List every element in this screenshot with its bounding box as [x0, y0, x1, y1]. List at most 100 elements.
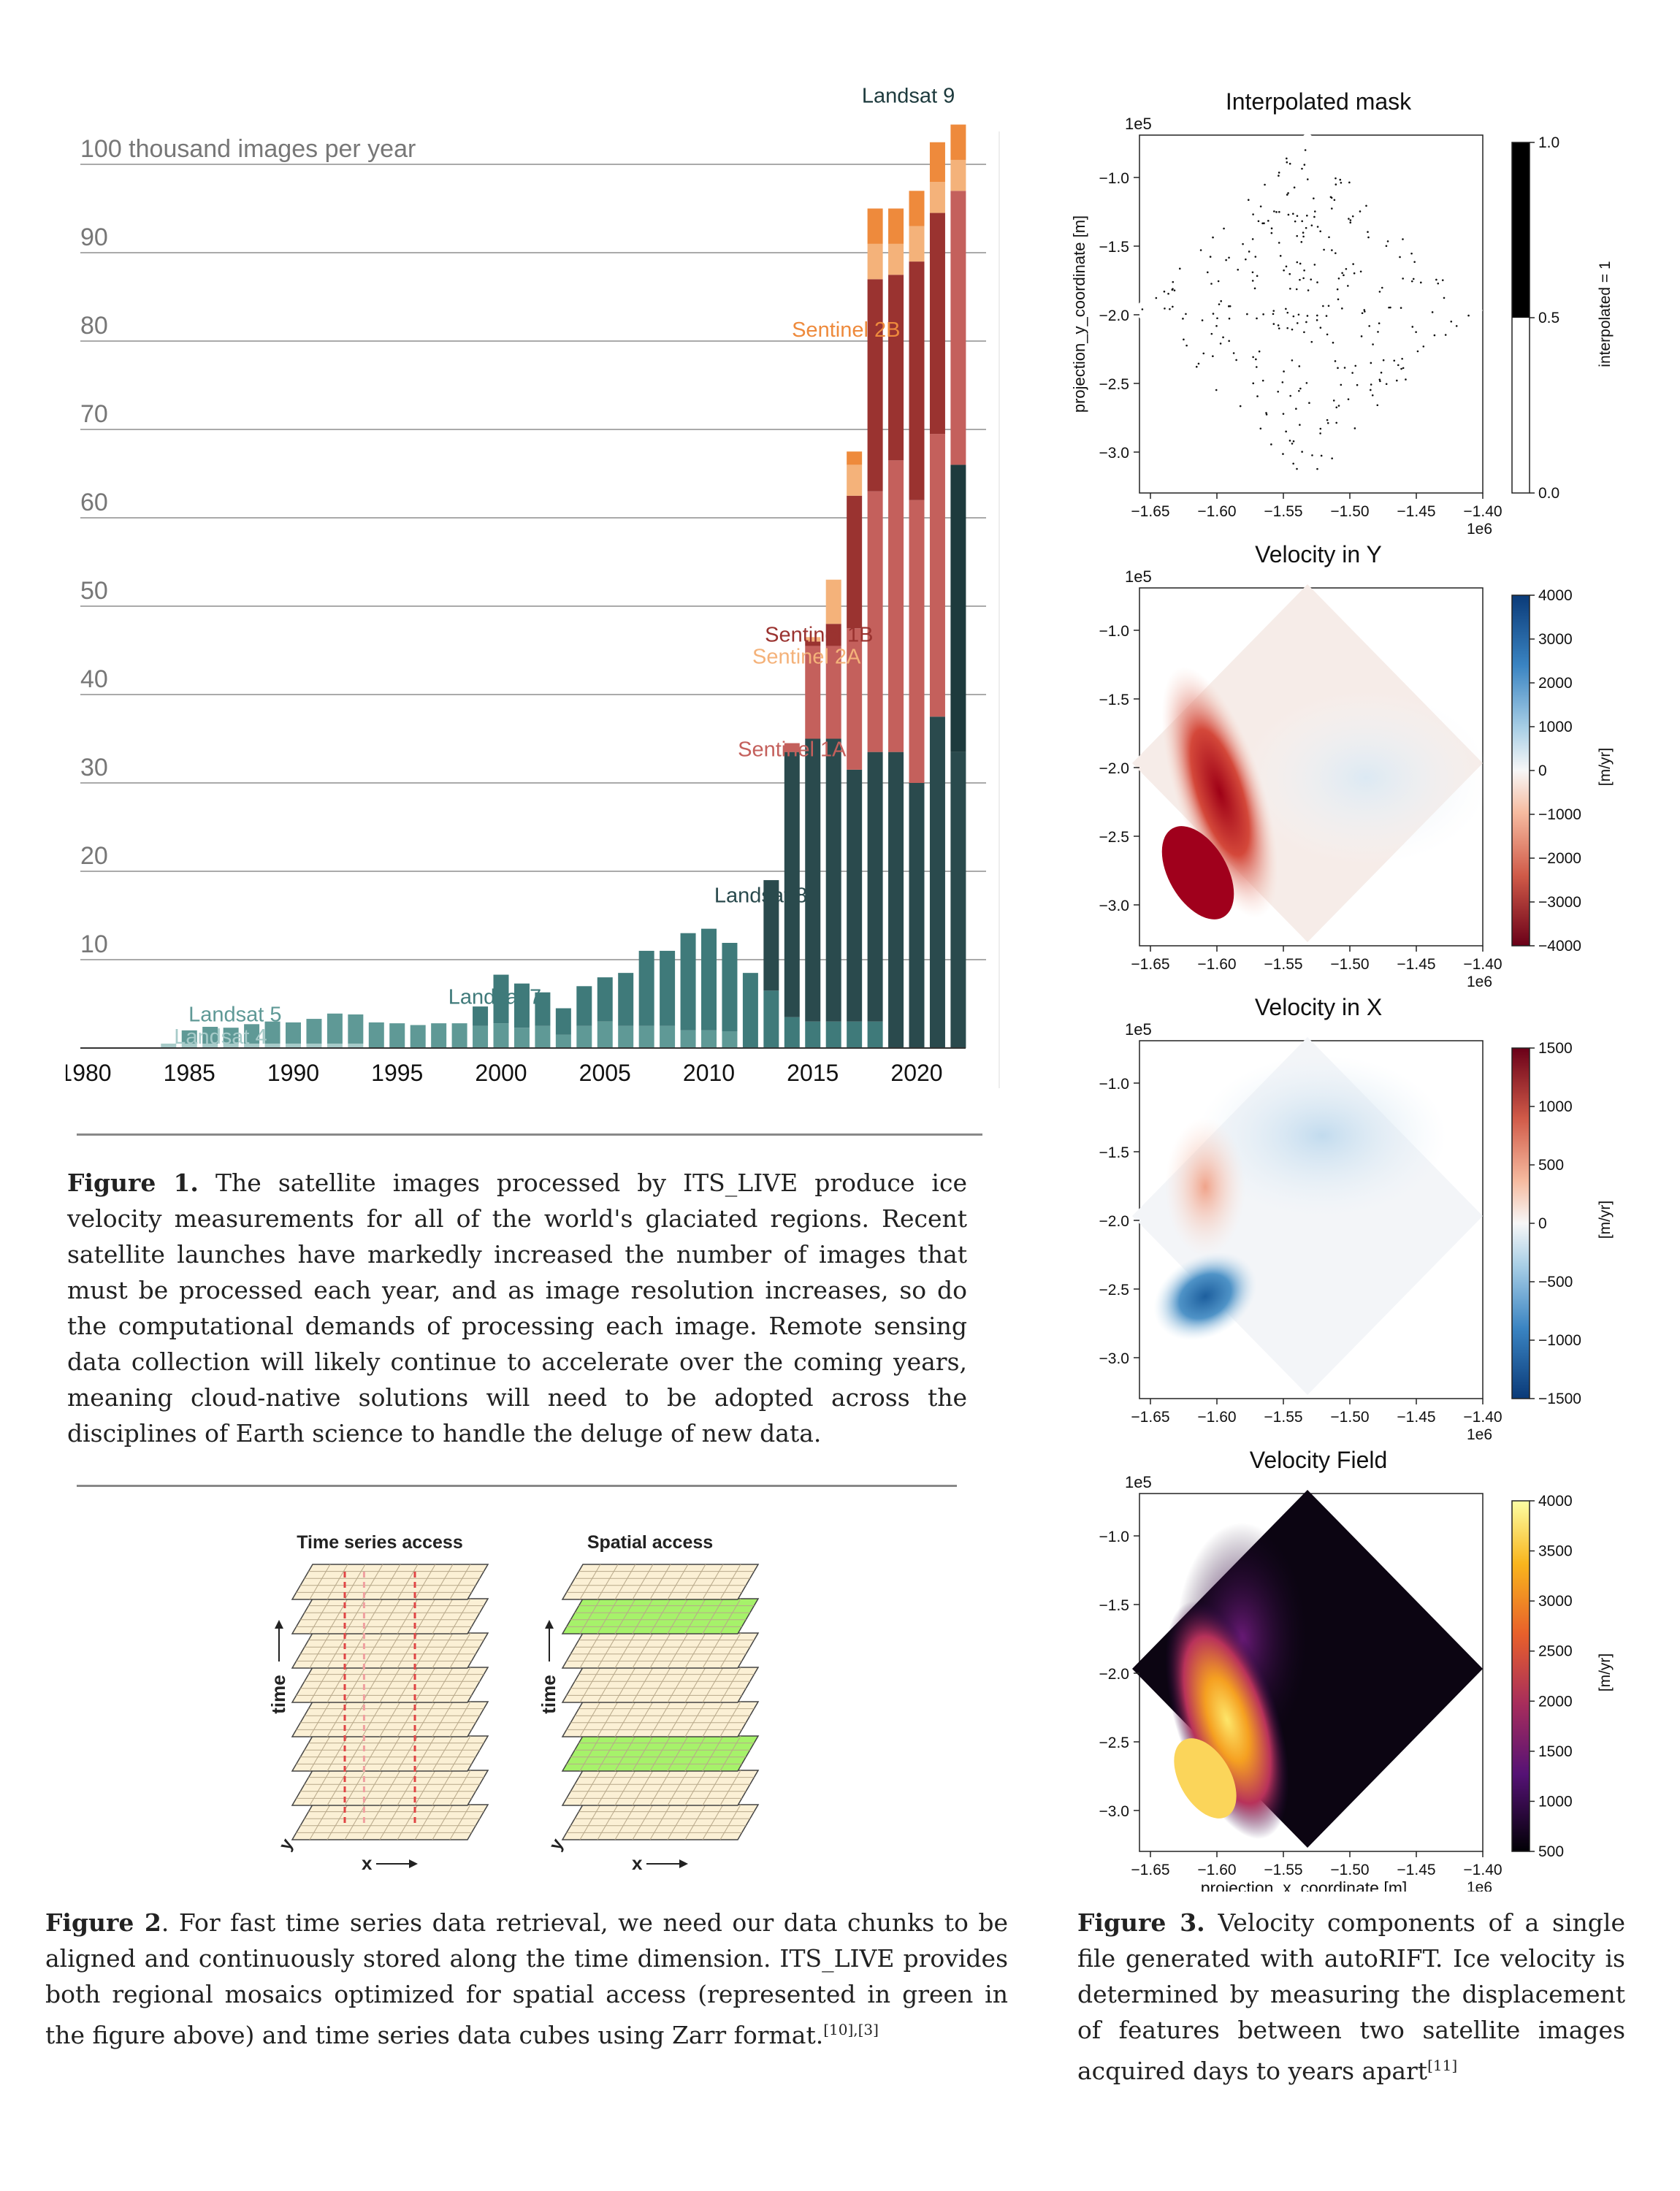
interpolated-pixel: [1316, 319, 1318, 321]
interpolated-pixel: [1385, 245, 1388, 248]
grid-line: [667, 1804, 689, 1840]
interpolated-pixel: [1385, 383, 1388, 386]
grid-line: [719, 1770, 741, 1806]
glacier-terminus-region: [1153, 1252, 1257, 1341]
y-tick-label: −3.0: [1099, 1350, 1129, 1367]
interpolated-pixel: [1252, 382, 1255, 385]
x-tick-label: −1.65: [1131, 1862, 1169, 1878]
interpolated-pixel: [1228, 340, 1230, 343]
grid-line: [632, 1564, 654, 1600]
interpolated-pixel: [1401, 357, 1403, 360]
interpolated-pixel: [1340, 383, 1343, 386]
grid-line: [362, 1598, 383, 1634]
interpolated-pixel: [1285, 307, 1287, 310]
interpolated-pixel: [1296, 322, 1299, 324]
figure-2-caption-refs: [10],[3]: [823, 2021, 879, 2038]
bar-segment: [909, 783, 925, 1048]
interpolated-pixel: [1296, 261, 1299, 264]
bar-segment: [909, 191, 925, 226]
grid-line: [649, 1770, 671, 1806]
x-tick-label: −1.45: [1397, 503, 1435, 520]
interpolated-pixel: [1235, 359, 1237, 362]
interpolated-pixel: [1410, 252, 1413, 255]
interpolated-pixel: [1306, 178, 1309, 180]
interpolated-pixel: [1295, 288, 1298, 291]
bar-segment: [555, 1034, 571, 1048]
colorbar-tick-label: −500: [1538, 1274, 1573, 1290]
x-tick-label: −1.50: [1330, 1862, 1369, 1878]
panel-title: Velocity Field: [1250, 1447, 1388, 1473]
figure-3-caption-label: Figure 3.: [1077, 1908, 1205, 1937]
grid-line: [702, 1804, 724, 1840]
interpolated-pixel: [1335, 177, 1337, 180]
data-footprint: [1132, 131, 1483, 489]
grid-line: [327, 1667, 348, 1703]
interpolated-pixel: [1412, 278, 1415, 280]
bar-segment: [888, 275, 904, 461]
bar-segment: [493, 1023, 509, 1048]
grid-line: [449, 1770, 471, 1806]
grid-line: [379, 1667, 401, 1703]
interpolated-pixel: [1378, 378, 1381, 381]
interpolated-pixel: [1256, 395, 1259, 397]
bar-segment: [555, 1008, 571, 1035]
interpolated-pixel: [1251, 280, 1254, 282]
interpolated-pixel: [1257, 220, 1260, 223]
interpolated-pixel: [1292, 462, 1294, 465]
series-annotation: Landsat 5: [188, 1003, 281, 1027]
grid-line: [719, 1667, 741, 1703]
y-tick-label: 50: [80, 577, 108, 605]
bar-segment: [867, 208, 883, 244]
x-tick-label: −1.65: [1131, 956, 1169, 973]
grid-line: [344, 1632, 366, 1669]
colorbar-tick-label: 1000: [1538, 719, 1573, 735]
grid-line: [379, 1632, 401, 1669]
bar-segment: [950, 464, 966, 752]
interpolated-pixel: [1195, 365, 1198, 368]
interpolated-pixel: [1288, 272, 1291, 275]
grid-line: [309, 1632, 331, 1669]
interpolated-pixel: [1302, 232, 1305, 234]
bar-segment: [306, 1043, 322, 1048]
bar-segment: [867, 279, 883, 492]
interpolated-pixel: [1381, 286, 1383, 289]
bar-segment: [888, 208, 904, 244]
interpolated-pixel: [1262, 313, 1264, 316]
grid-line: [327, 1735, 348, 1772]
interpolated-pixel: [1270, 232, 1273, 234]
interpolated-pixel: [1337, 367, 1339, 370]
interpolated-pixel: [1293, 186, 1296, 189]
x-offset-label: 1e6: [1467, 1426, 1492, 1443]
grid-line: [414, 1804, 436, 1840]
grid-line: [632, 1598, 654, 1634]
interpolated-pixel: [1351, 215, 1354, 218]
grid-line: [397, 1735, 419, 1772]
colorbar-tick-label: 0.0: [1538, 485, 1559, 502]
interpolated-pixel: [1253, 287, 1256, 290]
colorbar-tick-label: 1000: [1538, 1098, 1573, 1115]
interpolated-pixel: [1251, 271, 1254, 274]
series-annotation: Sentinel 2A: [752, 646, 861, 669]
interpolated-pixel: [1278, 210, 1280, 213]
interpolated-pixel: [1209, 256, 1212, 258]
grid-line: [719, 1701, 741, 1737]
interpolated-pixel: [1185, 344, 1188, 347]
interpolated-pixel: [1212, 355, 1214, 358]
interpolated-pixel: [1331, 457, 1333, 459]
colorbar-tick-label: 3500: [1538, 1543, 1573, 1560]
grid-line: [719, 1804, 741, 1840]
interpolated-pixel: [1248, 251, 1251, 253]
interpolated-pixel: [1261, 379, 1264, 382]
interpolated-pixel: [1182, 318, 1184, 320]
interpolated-pixel: [1277, 324, 1280, 326]
interpolated-pixel: [1258, 350, 1261, 353]
grid-line: [449, 1804, 471, 1840]
series-annotation: Landsat 4: [174, 1025, 267, 1049]
grid-line: [684, 1770, 706, 1806]
grid-line: [414, 1770, 436, 1806]
bar-segment: [286, 1022, 301, 1044]
interpolated-pixel: [1335, 406, 1338, 409]
interpolated-pixel: [1467, 314, 1470, 317]
grid-line: [414, 1701, 436, 1737]
